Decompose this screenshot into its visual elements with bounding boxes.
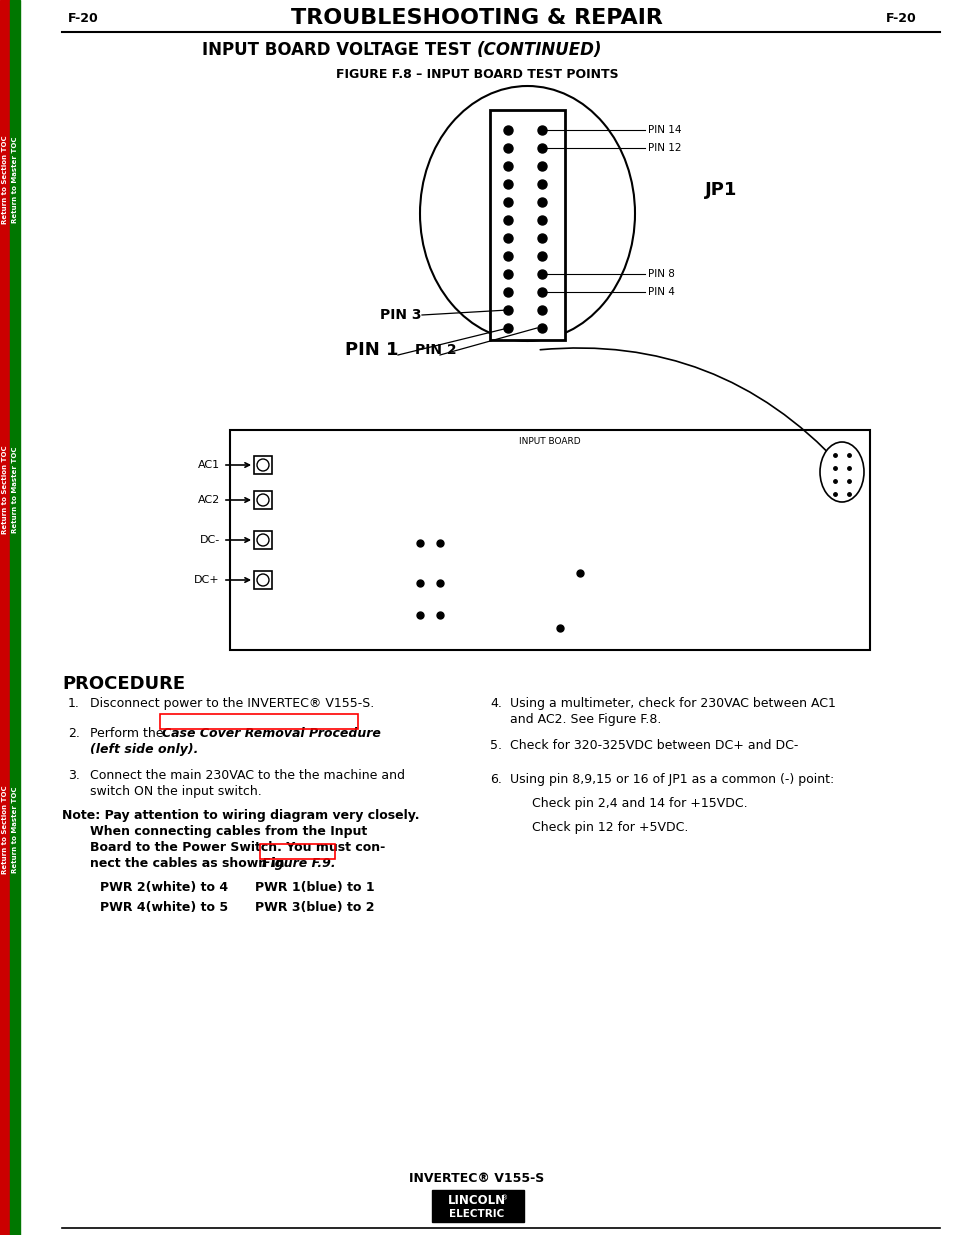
Text: PIN 3: PIN 3 <box>379 308 421 322</box>
Text: PWR 4(white) to 5: PWR 4(white) to 5 <box>100 902 228 914</box>
Text: JP1: JP1 <box>704 182 737 199</box>
Text: 4.: 4. <box>490 697 501 710</box>
Circle shape <box>256 494 269 506</box>
Text: Figure F.9.: Figure F.9. <box>262 857 335 869</box>
Text: LINCOLN: LINCOLN <box>448 1194 505 1208</box>
Text: AC2: AC2 <box>197 495 220 505</box>
Text: ELECTRIC: ELECTRIC <box>449 1209 504 1219</box>
Text: F-20: F-20 <box>68 11 99 25</box>
Text: PIN 12: PIN 12 <box>647 143 680 153</box>
Text: ®: ® <box>501 1195 508 1200</box>
Bar <box>253 571 272 589</box>
Text: TROUBLESHOOTING & REPAIR: TROUBLESHOOTING & REPAIR <box>291 7 662 28</box>
Text: 2.: 2. <box>68 727 80 740</box>
Text: Return to Master TOC: Return to Master TOC <box>12 447 18 534</box>
Text: INPUT BOARD VOLTAGE TEST: INPUT BOARD VOLTAGE TEST <box>202 41 477 59</box>
Text: PIN 2: PIN 2 <box>415 343 456 357</box>
Text: 1.: 1. <box>68 697 80 710</box>
Bar <box>160 714 357 729</box>
Text: Return to Section TOC: Return to Section TOC <box>2 136 8 225</box>
Text: (left side only).: (left side only). <box>90 743 198 756</box>
Bar <box>253 456 272 474</box>
Bar <box>432 1191 523 1221</box>
Bar <box>253 492 272 509</box>
Text: PIN 1: PIN 1 <box>345 341 398 359</box>
Text: Perform the: Perform the <box>90 727 168 740</box>
Text: switch ON the input switch.: switch ON the input switch. <box>90 785 261 798</box>
Circle shape <box>256 534 269 546</box>
Text: DC-: DC- <box>199 535 220 545</box>
Text: FIGURE F.8 – INPUT BOARD TEST POINTS: FIGURE F.8 – INPUT BOARD TEST POINTS <box>335 68 618 82</box>
Text: Connect the main 230VAC to the the machine and: Connect the main 230VAC to the the machi… <box>90 769 405 782</box>
Text: Return to Section TOC: Return to Section TOC <box>2 446 8 535</box>
Text: Case Cover Removal Procedure: Case Cover Removal Procedure <box>162 727 380 740</box>
Bar <box>253 531 272 550</box>
Text: Return to Master TOC: Return to Master TOC <box>12 787 18 873</box>
Text: and AC2. See Figure F.8.: and AC2. See Figure F.8. <box>510 713 660 726</box>
Text: INVERTEC® V155-S: INVERTEC® V155-S <box>409 1172 544 1184</box>
Text: PWR 3(blue) to 2: PWR 3(blue) to 2 <box>254 902 375 914</box>
Bar <box>0 0 10 1235</box>
Text: Check pin 2,4 and 14 for +15VDC.: Check pin 2,4 and 14 for +15VDC. <box>532 797 747 810</box>
Text: INPUT BOARD: INPUT BOARD <box>518 437 580 447</box>
Text: 3.: 3. <box>68 769 80 782</box>
Circle shape <box>256 574 269 585</box>
Text: Check for 320-325VDC between DC+ and DC-: Check for 320-325VDC between DC+ and DC- <box>510 739 798 752</box>
Bar <box>490 110 564 340</box>
Text: PIN 14: PIN 14 <box>647 125 680 135</box>
Text: nect the cables as shown in: nect the cables as shown in <box>90 857 289 869</box>
Text: 5.: 5. <box>490 739 501 752</box>
Bar <box>230 430 869 650</box>
Text: Return to Master TOC: Return to Master TOC <box>12 137 18 224</box>
Text: PIN 4: PIN 4 <box>647 287 674 296</box>
Text: AC1: AC1 <box>197 459 220 471</box>
Text: Note: Pay attention to wiring diagram very closely.: Note: Pay attention to wiring diagram ve… <box>62 809 419 823</box>
Text: PWR 2(white) to 4: PWR 2(white) to 4 <box>100 881 228 894</box>
Text: Disconnect power to the INVERTEC® V155-S.: Disconnect power to the INVERTEC® V155-S… <box>90 697 374 710</box>
Text: 6.: 6. <box>490 773 501 785</box>
Text: DC+: DC+ <box>194 576 220 585</box>
Text: PROCEDURE: PROCEDURE <box>62 676 185 693</box>
Bar <box>10 0 20 1235</box>
Text: Board to the Power Switch. You must con-: Board to the Power Switch. You must con- <box>90 841 385 853</box>
Text: (CONTINUED): (CONTINUED) <box>476 41 602 59</box>
Text: Using a multimeter, check for 230VAC between AC1: Using a multimeter, check for 230VAC bet… <box>510 697 835 710</box>
Text: PIN 8: PIN 8 <box>647 269 674 279</box>
Circle shape <box>256 459 269 471</box>
Bar <box>260 844 335 860</box>
Text: Return to Section TOC: Return to Section TOC <box>2 785 8 874</box>
Text: PWR 1(blue) to 1: PWR 1(blue) to 1 <box>254 881 375 894</box>
Text: F-20: F-20 <box>885 11 916 25</box>
Ellipse shape <box>820 442 863 501</box>
Text: When connecting cables from the Input: When connecting cables from the Input <box>90 825 367 839</box>
Text: Using pin 8,9,15 or 16 of JP1 as a common (-) point:: Using pin 8,9,15 or 16 of JP1 as a commo… <box>510 773 833 785</box>
Text: Check pin 12 for +5VDC.: Check pin 12 for +5VDC. <box>532 821 688 834</box>
